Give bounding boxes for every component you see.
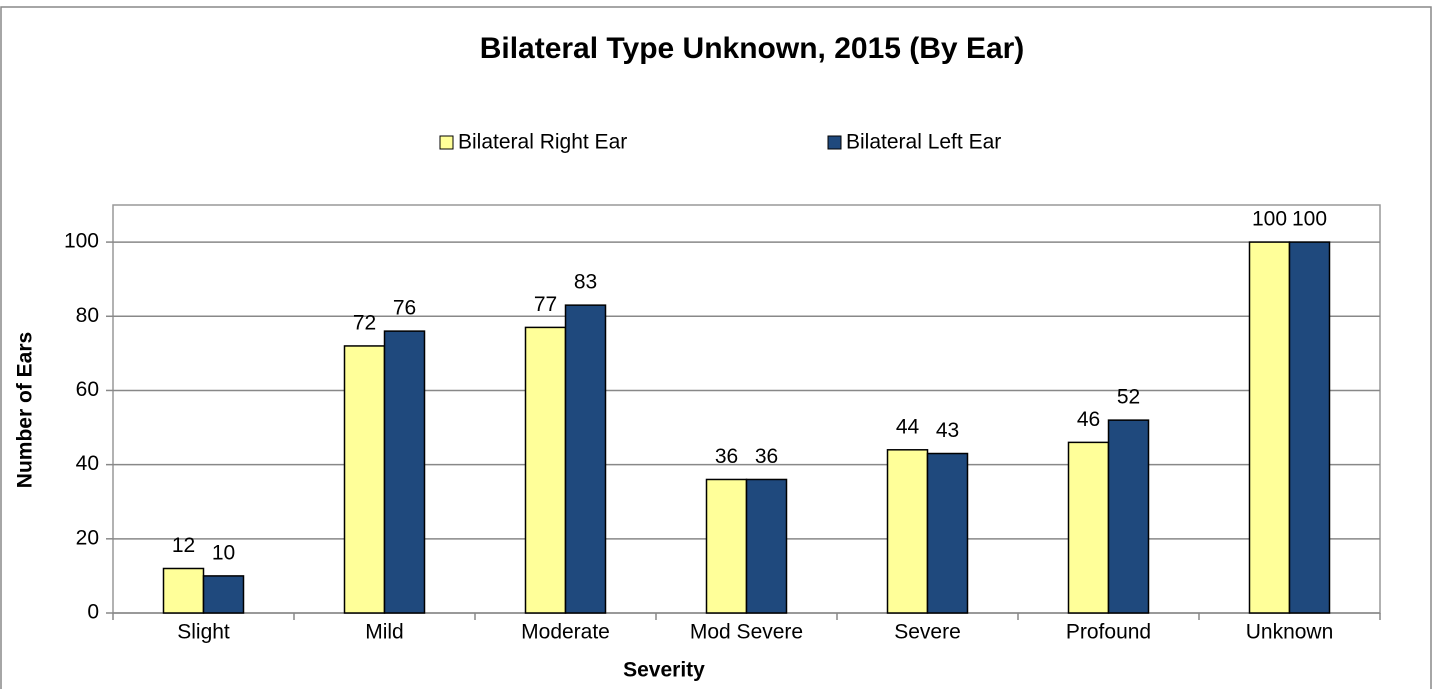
- value-label: 46: [1077, 408, 1100, 431]
- bar: [1288, 241, 1331, 614]
- x-tick-label: Slight: [177, 621, 230, 644]
- bar: [383, 330, 426, 614]
- bar: [1107, 419, 1150, 614]
- x-axis-label: Severity: [623, 659, 705, 682]
- legend-label: Bilateral Left Ear: [846, 131, 1001, 154]
- x-tick-label: Mild: [365, 621, 404, 644]
- x-tick-label: Moderate: [521, 621, 610, 644]
- value-label: 36: [715, 445, 738, 468]
- value-label: 100: [1252, 208, 1287, 231]
- y-tick-label: 100: [64, 230, 99, 253]
- value-label: 12: [172, 534, 195, 557]
- value-label: 100: [1292, 208, 1327, 231]
- bar: [705, 478, 748, 614]
- x-tick-label: Mod Severe: [690, 621, 803, 644]
- y-tick-label: 80: [76, 304, 99, 327]
- value-label: 36: [755, 445, 778, 468]
- bar: [343, 345, 386, 614]
- bar: [202, 575, 245, 614]
- y-tick-label: 60: [76, 378, 99, 401]
- legend-swatch: [439, 135, 454, 150]
- legend-swatch: [827, 135, 842, 150]
- y-axis-label: Number of Ears: [14, 332, 37, 488]
- value-label: 83: [574, 271, 597, 294]
- y-tick-label: 20: [76, 526, 99, 549]
- x-tick-label: Unknown: [1246, 621, 1334, 644]
- bar: [1067, 441, 1110, 614]
- value-label: 43: [936, 419, 959, 442]
- value-label: 44: [896, 415, 920, 438]
- chart-title: Bilateral Type Unknown, 2015 (By Ear): [480, 32, 1025, 65]
- x-tick-label: Severe: [894, 621, 961, 644]
- bar: [1248, 241, 1291, 614]
- bar: [886, 449, 929, 614]
- legend-label: Bilateral Right Ear: [458, 131, 627, 154]
- value-label: 72: [353, 311, 376, 334]
- y-tick-label: 0: [87, 601, 99, 624]
- value-label: 10: [212, 541, 235, 564]
- bar: [745, 478, 788, 614]
- bar: [564, 304, 607, 614]
- bar: [162, 567, 205, 614]
- bar: [926, 452, 969, 614]
- bar: [524, 326, 567, 614]
- value-label: 76: [393, 297, 416, 320]
- x-tick-label: Profound: [1066, 621, 1151, 644]
- y-tick-label: 40: [76, 452, 99, 475]
- value-label: 77: [534, 293, 557, 316]
- value-label: 52: [1117, 386, 1140, 409]
